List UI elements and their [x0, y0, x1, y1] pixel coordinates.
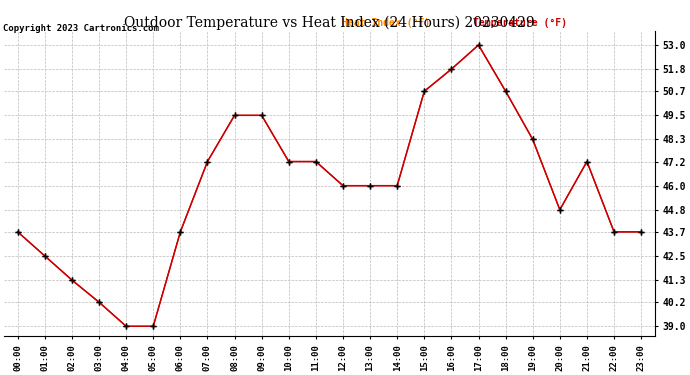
Text: Temperature (°F): Temperature (°F) [473, 18, 566, 28]
Text: Copyright 2023 Cartronics.com: Copyright 2023 Cartronics.com [3, 24, 159, 33]
Text: Heat Index (°F): Heat Index (°F) [342, 18, 431, 28]
Title: Outdoor Temperature vs Heat Index (24 Hours) 20230429: Outdoor Temperature vs Heat Index (24 Ho… [124, 15, 535, 30]
